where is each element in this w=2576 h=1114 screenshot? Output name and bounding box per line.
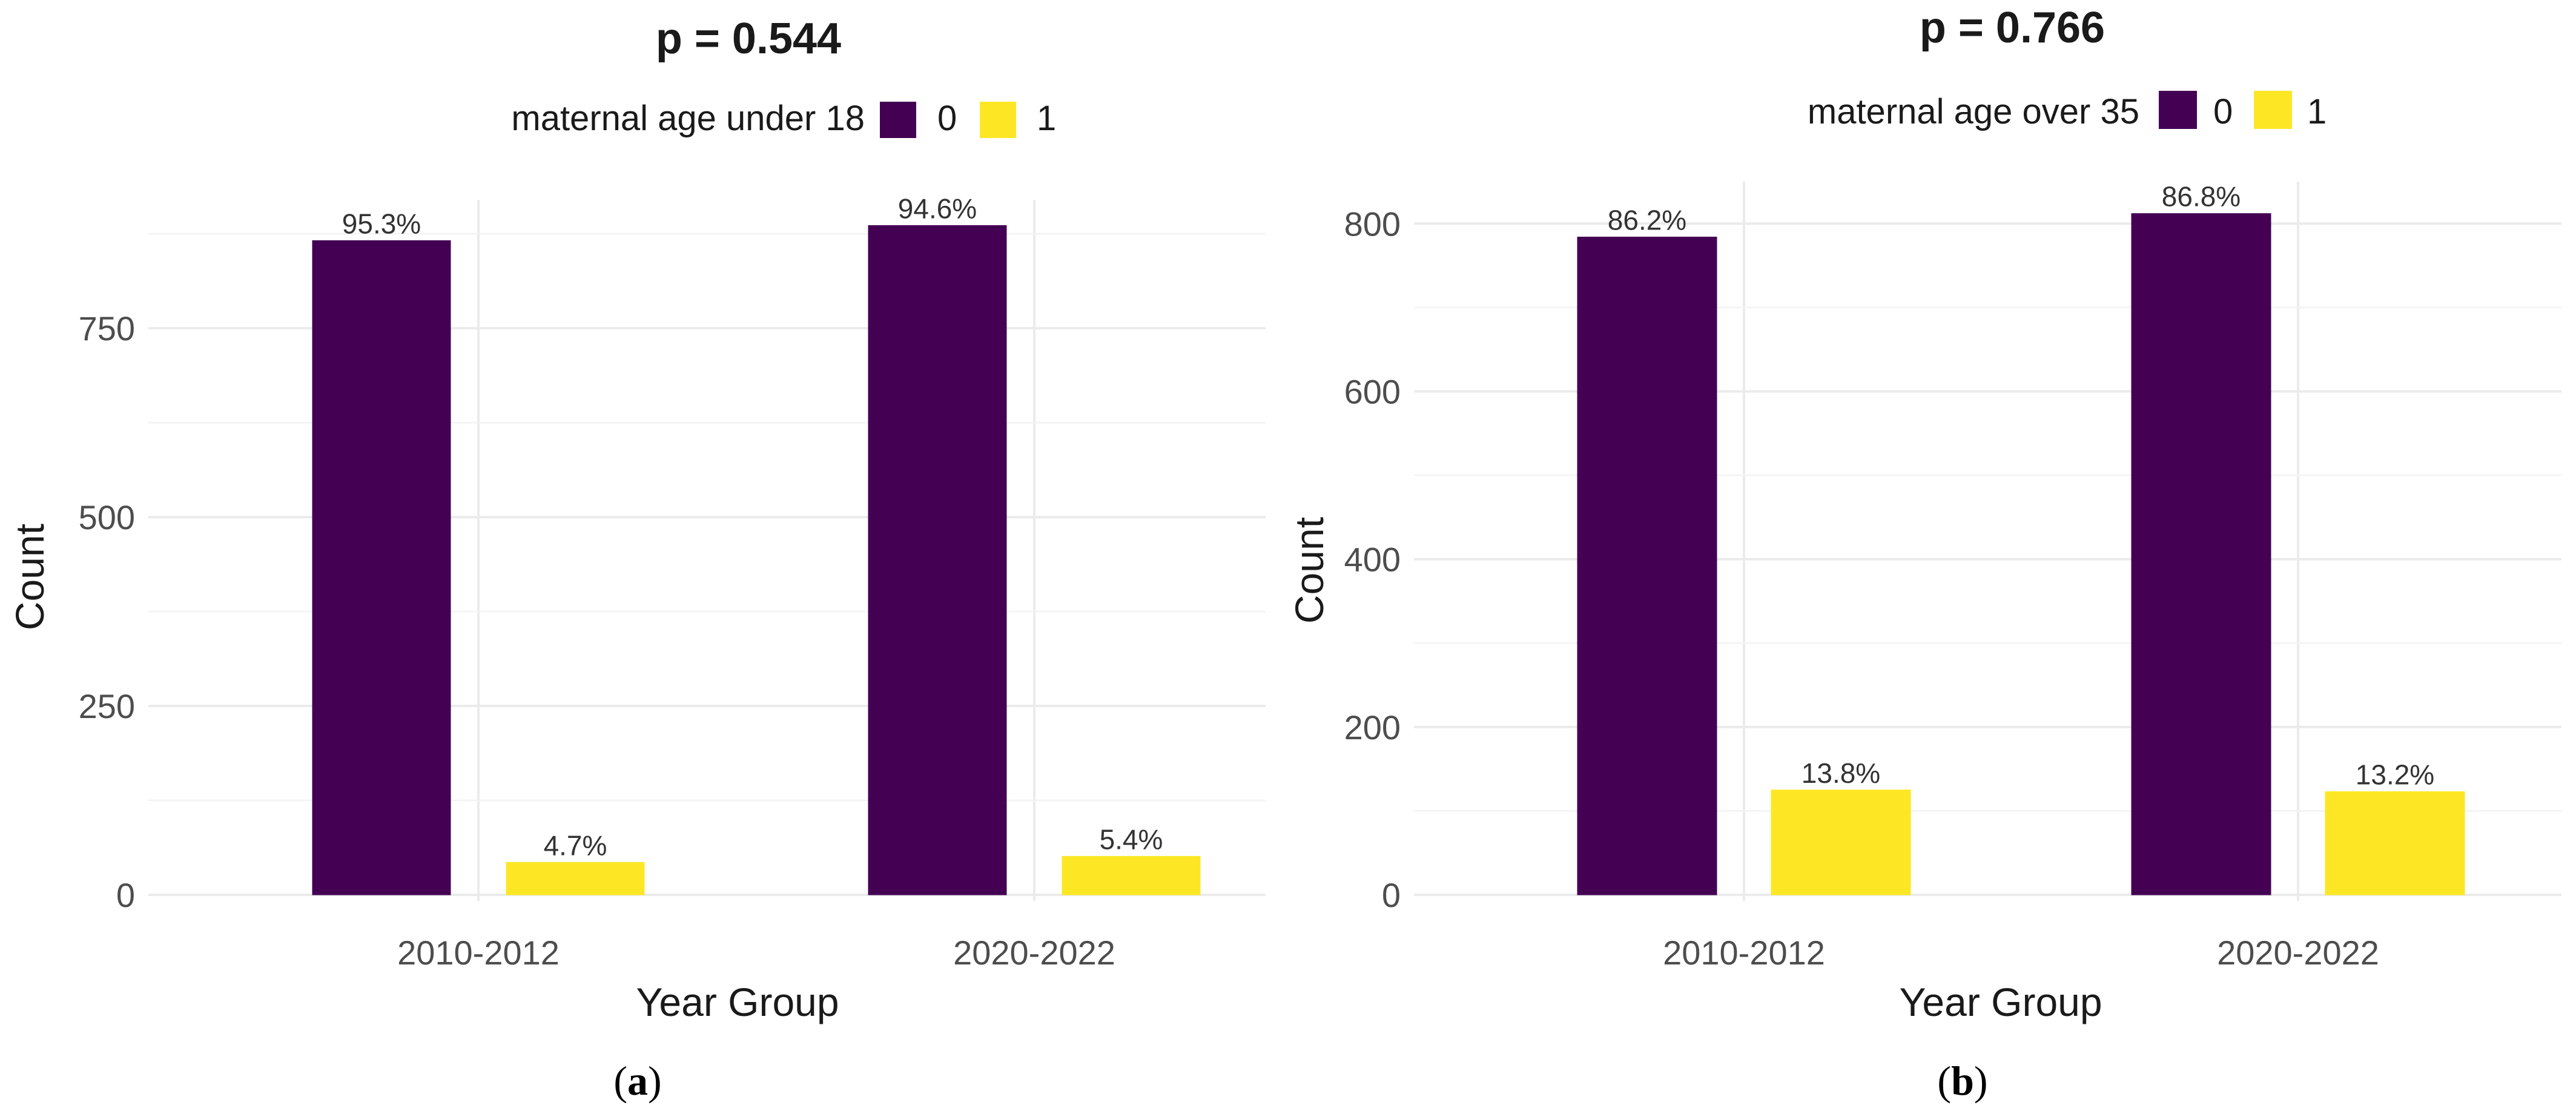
chart-title: p = 0.766 [1920,4,2105,52]
x-axis-ticks: 2010-2012 2020-2022 [1663,934,2379,972]
bar-series-0-2020-2022 [2131,213,2271,895]
legend-label-0: 0 [2213,92,2233,131]
y-tick-label: 200 [1344,708,1401,747]
chart-panel-b: p = 0.766 maternal age over 35 0 1 0 200 4… [1287,4,2561,1104]
legend: maternal age under 18 0 1 [511,99,1056,138]
x-axis-title: Year Group [636,980,839,1024]
bars: 95.3% 94.6% 4.7% 5.4% [312,193,1201,895]
y-tick-label: 0 [116,876,135,914]
y-tick-label: 600 [1344,372,1401,410]
data-label: 94.6% [898,193,977,224]
bar-series-1-2010-2012 [506,862,645,895]
data-label: 86.8% [2162,181,2241,213]
legend-label-1: 1 [2307,92,2327,131]
bars: 86.2% 86.8% 13.8% 13.2% [1577,181,2465,895]
bar-series-1-2020-2022 [1062,855,1201,895]
y-tick-label: 500 [79,498,135,536]
data-label: 4.7% [544,829,607,861]
bar-series-0-2010-2012 [312,240,451,895]
legend-swatch-1 [980,102,1016,138]
y-tick-label: 0 [1382,876,1401,914]
bar-series-0-2010-2012 [1577,236,1717,895]
data-label: 13.8% [1802,757,1880,789]
legend-label-0: 0 [937,99,957,138]
legend-title: maternal age over 35 [1808,92,2139,131]
x-tick-label: 2010-2012 [397,934,560,972]
y-tick-label: 250 [79,687,135,725]
bar-series-1-2020-2022 [2325,791,2465,895]
y-tick-label: 400 [1344,541,1401,579]
bar-series-0-2020-2022 [868,225,1007,895]
data-label: 95.3% [342,208,421,239]
legend-swatch-0 [2159,91,2197,129]
legend-swatch-1 [2254,91,2292,129]
panel-label: (b) [1937,1058,1987,1104]
y-axis-title: Count [7,524,52,630]
y-axis-title: Count [1287,517,1332,624]
x-tick-label: 2020-2022 [953,934,1115,972]
x-axis-title: Year Group [1899,980,2102,1024]
legend-swatch-0 [880,102,916,138]
legend: maternal age over 35 0 1 [1808,91,2327,131]
x-axis-ticks: 2010-2012 2020-2022 [397,934,1115,972]
x-tick-label: 2020-2022 [2217,934,2379,972]
chart-panel-a: p = 0.544 maternal age under 18 0 1 0 250… [7,15,1266,1104]
legend-title: maternal age under 18 [511,99,865,138]
data-label: 5.4% [1100,823,1163,855]
legend-label-1: 1 [1037,99,1056,138]
y-axis-ticks: 0 250 500 750 [79,309,135,914]
bar-series-1-2010-2012 [1771,789,1911,895]
y-tick-label: 750 [79,309,135,348]
chart-title: p = 0.544 [656,15,841,63]
y-axis-ticks: 0 200 400 600 800 [1344,205,1401,914]
data-label: 86.2% [1608,204,1686,236]
panel-label: (a) [613,1058,661,1104]
x-tick-label: 2010-2012 [1663,934,1825,972]
data-label: 13.2% [2356,759,2434,791]
y-tick-label: 800 [1344,205,1401,243]
